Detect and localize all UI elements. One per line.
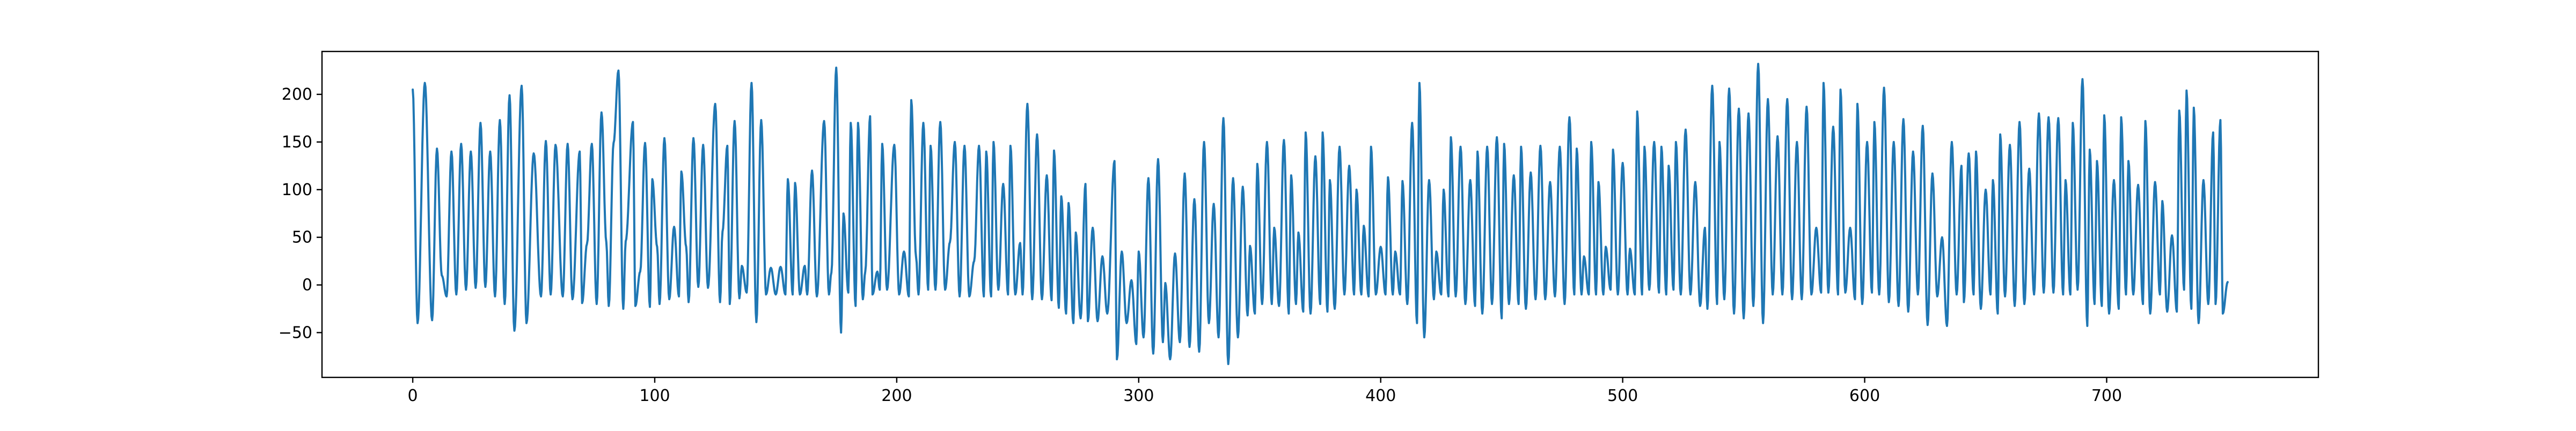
series-layer [412, 63, 2229, 366]
plot-area-frame [321, 50, 2319, 378]
x-tick-label: 300 [1123, 387, 1154, 405]
series-line-0 [412, 63, 2229, 366]
y-tick-label: 200 [282, 85, 312, 104]
x-tick-label: 400 [1365, 387, 1396, 405]
y-tick-label: 50 [292, 228, 312, 247]
x-axis-ticks: 0 100 200 300 400 500 600 700 [408, 377, 2122, 405]
y-tick-label: 0 [302, 276, 312, 295]
y-tick-label: 100 [282, 181, 312, 199]
x-tick-label: 100 [639, 387, 670, 405]
x-tick-label: 600 [1849, 387, 1880, 405]
y-axis-ticks: −50 0 50 100 150 200 [279, 85, 322, 342]
x-tick-label: 0 [408, 387, 418, 405]
x-tick-label: 700 [2091, 387, 2122, 405]
x-tick-label: 500 [1607, 387, 1638, 405]
x-tick-label: 200 [881, 387, 912, 405]
y-tick-label: −50 [279, 323, 312, 342]
y-tick-label: 150 [282, 133, 312, 152]
